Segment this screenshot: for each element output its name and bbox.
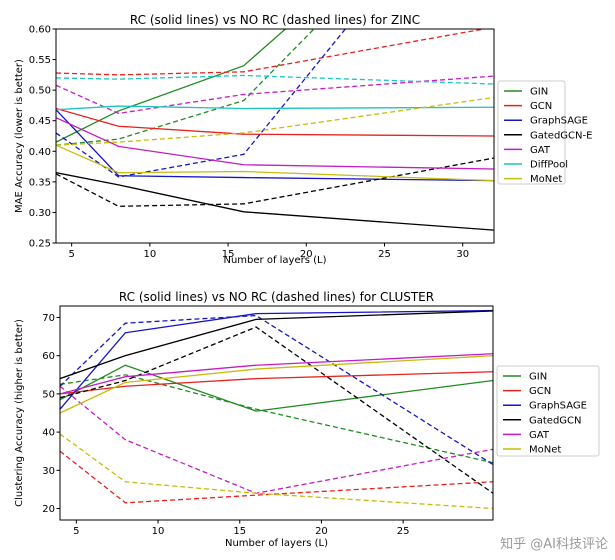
zinc-legend-monet-label: MoNet [530, 174, 562, 185]
cluster-legend-graphsage-label: GraphSAGE [529, 401, 587, 412]
zinc-axes-frame [55, 28, 495, 244]
zinc-legend-diffpool-label: DiffPool [530, 160, 568, 171]
cluster-y-tick-label: 20 [42, 504, 55, 515]
zinc-y-tick-label: 0.60 [29, 25, 51, 36]
cluster-y-axis-label: Clustering Accuracy (higher is better) [14, 319, 25, 507]
zinc-legend-gat-label: GAT [530, 145, 551, 156]
cluster-title: RC (solid lines) vs NO RC (dashed lines)… [119, 290, 434, 304]
cluster-series-group [60, 309, 493, 510]
cluster-y-tick-label: 60 [42, 351, 55, 362]
zinc-y-tick-label: 0.40 [29, 147, 51, 158]
cluster-legend-box [496, 365, 600, 457]
zinc-x-tick-label: 30 [456, 249, 469, 260]
cluster-monet-dashed-line [60, 433, 493, 510]
cluster-axes-frame [59, 305, 494, 521]
cluster-legend-gat-label: GAT [529, 430, 550, 441]
cluster-x-tick-label: 15 [233, 526, 246, 537]
cluster-gatedgcn-dashed-line [60, 326, 493, 494]
zinc-x-axis-label: Number of layers (L) [223, 255, 326, 266]
zinc-legend-gatedgcn-e-label: GatedGCN-E [530, 130, 592, 141]
cluster-y-tick-label: 40 [42, 428, 55, 439]
zinc-gin-solid-line [56, 29, 287, 143]
zinc-chart: RC (solid lines) vs NO RC (dashed lines)… [14, 13, 592, 266]
zinc-y-axis-label: MAE Accuracy (lower is better) [14, 59, 25, 213]
zinc-series-group [56, 29, 494, 231]
cluster-x-tick-label: 25 [397, 526, 410, 537]
zinc-y-tick-label: 0.35 [29, 177, 51, 188]
cluster-graphsage-solid-line [60, 309, 493, 410]
zinc-diffpool-dashed-line [56, 74, 494, 85]
zinc-y-tick-label: 0.55 [29, 55, 51, 66]
zinc-gatedgcn-e-dashed-line [56, 157, 494, 207]
watermark-text: 知乎 @AI科技评论 [500, 536, 608, 552]
zinc-gcn-solid-line [56, 107, 494, 137]
cluster-gin-solid-line [60, 364, 493, 412]
zinc-legend-gcn-label: GCN [530, 101, 552, 112]
zinc-graphsage-dashed-line [56, 29, 347, 178]
cluster-gin-dashed-line [60, 374, 493, 464]
cluster-legend-monet-label: MoNet [529, 445, 561, 456]
zinc-gat-solid-line [56, 117, 494, 170]
zinc-legend-box [497, 80, 566, 185]
zinc-y-tick-label: 0.45 [29, 116, 51, 127]
zinc-monet-solid-line [56, 144, 494, 182]
cluster-y-tick-label: 70 [42, 313, 55, 324]
cluster-monet-solid-line [60, 355, 493, 414]
zinc-x-tick-label: 25 [378, 249, 391, 260]
zinc-legend: GIN GCN GraphSAGE GatedGCN-E GAT DiffPool MoNe… [497, 80, 592, 185]
cluster-gcn-dashed-line [60, 450, 493, 504]
zinc-y-tick-label: 0.25 [29, 239, 51, 250]
zinc-x-tick-label: 15 [222, 249, 235, 260]
cluster-gat-solid-line [60, 353, 493, 395]
cluster-legend: GIN GCN GraphSAGE GatedGCN GAT MoNet [496, 365, 600, 457]
zinc-graphsage-solid-line [56, 109, 494, 182]
cluster-legend-gatedgcn-label: GatedGCN [529, 415, 582, 426]
zinc-legend-graphsage-label: GraphSAGE [530, 116, 588, 127]
cluster-y-tick-label: 30 [42, 466, 55, 477]
zinc-x-tick-label: 10 [143, 249, 156, 260]
zinc-x-tick-label: 5 [68, 249, 74, 260]
zinc-legend-gin-label: GIN [530, 87, 548, 98]
zinc-y-tick-label: 0.50 [29, 86, 51, 97]
zinc-monet-dashed-line [56, 96, 494, 146]
zinc-x-tick-label: 20 [300, 249, 313, 260]
cluster-y-tick-label: 50 [42, 389, 55, 400]
cluster-legend-gcn-label: GCN [529, 386, 551, 397]
cluster-x-tick-label: 20 [315, 526, 328, 537]
zinc-gatedgcn-e-solid-line [56, 172, 494, 231]
cluster-x-tick-label: 10 [152, 526, 165, 537]
cluster-x-axis-label: Number of layers (L) [225, 538, 328, 549]
zinc-gat-dashed-line [56, 75, 494, 115]
cluster-graphsage-dashed-line [60, 314, 493, 466]
zinc-diffpool-solid-line [56, 105, 494, 111]
cluster-x-tick-label: 5 [73, 526, 79, 537]
zinc-gin-dashed-line [56, 29, 315, 146]
cluster-gatedgcn-solid-line [60, 310, 493, 380]
cluster-chart: RC (solid lines) vs NO RC (dashed lines)… [14, 290, 600, 549]
zinc-title: RC (solid lines) vs NO RC (dashed lines)… [130, 13, 420, 27]
zinc-gcn-dashed-line [56, 29, 488, 76]
cluster-legend-gin-label: GIN [529, 372, 547, 383]
cluster-gat-dashed-line [60, 385, 493, 494]
zinc-y-tick-label: 0.30 [29, 208, 51, 219]
cluster-gcn-solid-line [60, 371, 493, 395]
